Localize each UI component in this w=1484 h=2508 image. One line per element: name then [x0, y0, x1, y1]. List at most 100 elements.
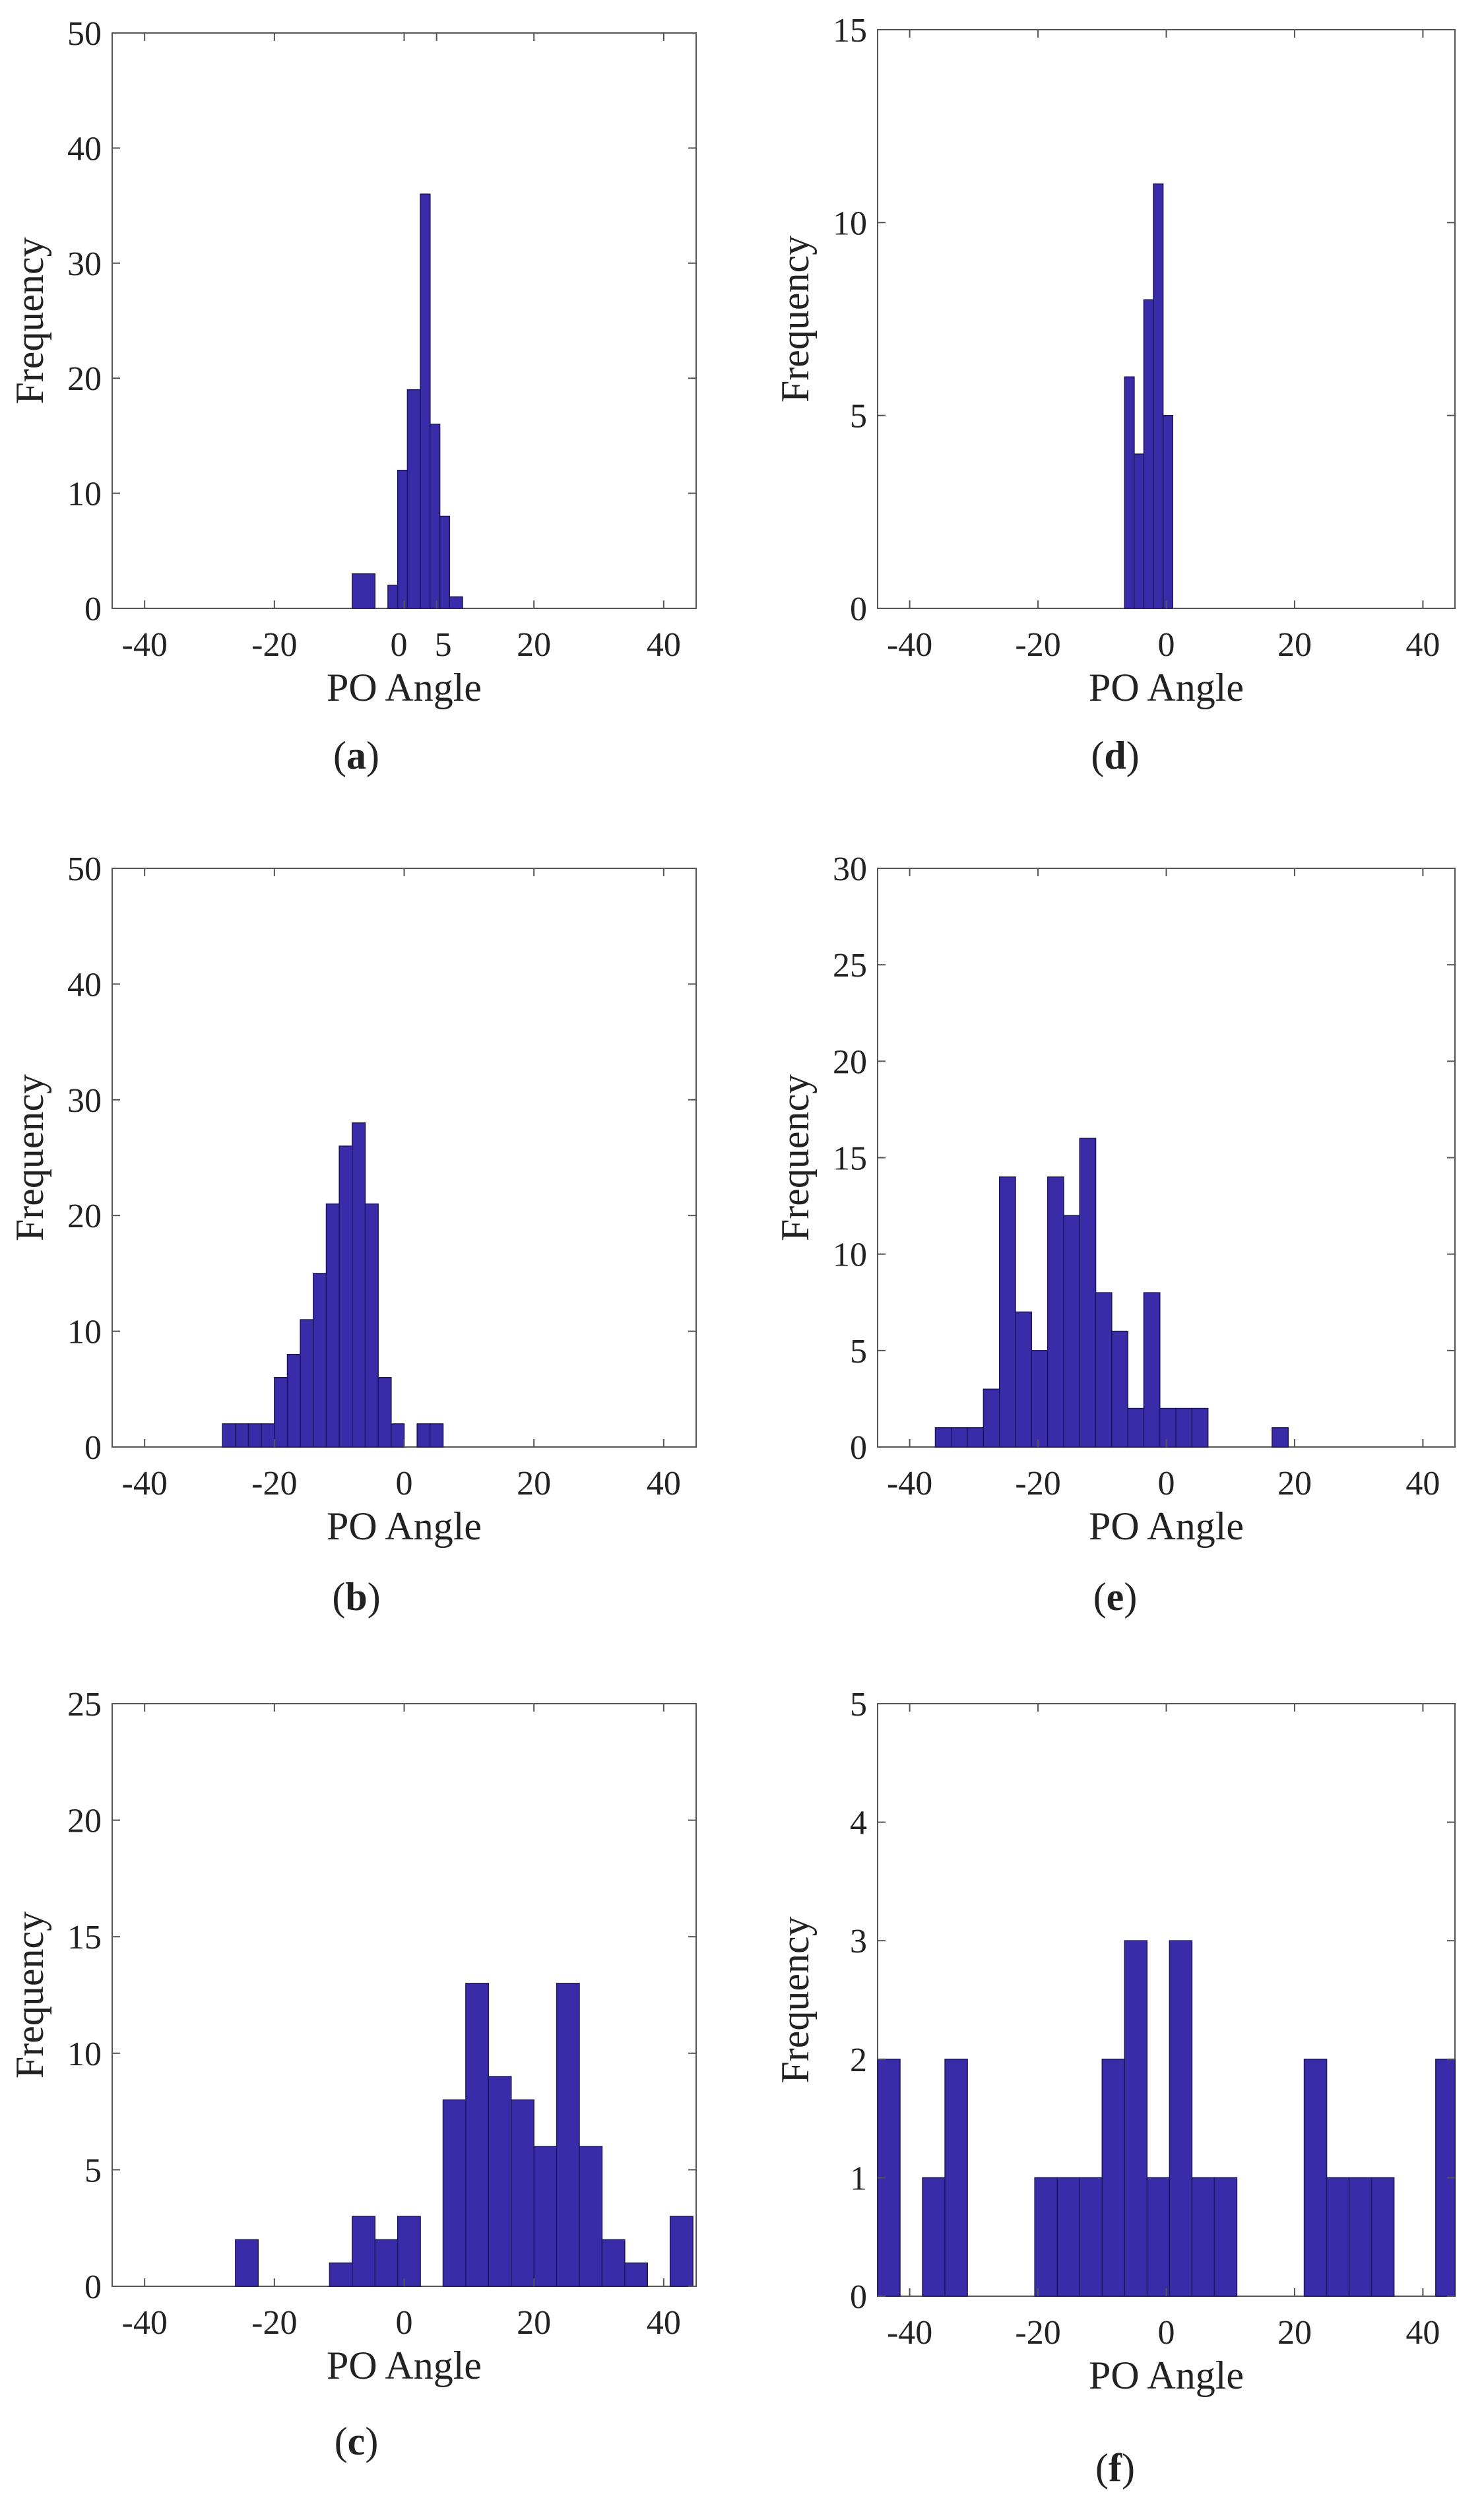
histogram-bar: [556, 1983, 580, 2287]
x-tick-label: 20: [517, 2304, 551, 2342]
y-axis-label: Frequency: [773, 1916, 817, 2083]
histogram-bar: [247, 1423, 262, 1448]
caption-letter: c: [348, 2420, 366, 2463]
histogram-bar: [1146, 2177, 1171, 2297]
y-tick-label: 0: [850, 2278, 867, 2316]
histogram-bar: [922, 2177, 946, 2297]
axes-box: [112, 868, 697, 1448]
x-tick-label: -20: [1015, 1465, 1060, 1502]
x-tick-label: -20: [251, 1465, 297, 1502]
histogram-bar: [329, 2262, 353, 2287]
histogram-bar: [1371, 2177, 1395, 2297]
x-tick-label: -40: [122, 2304, 168, 2342]
histogram-bar: [1063, 1215, 1081, 1448]
histogram-bar: [1056, 2177, 1080, 2297]
x-tick-label: -20: [1015, 626, 1060, 664]
caption-open-paren: (: [333, 734, 346, 777]
x-tick-label: -20: [1015, 2314, 1060, 2352]
histogram-bar: [1159, 1407, 1177, 1448]
histogram-bar: [235, 2239, 259, 2287]
y-tick-label: 0: [850, 591, 867, 628]
y-tick-label: 30: [67, 1082, 102, 1120]
x-tick-label: 40: [647, 1465, 681, 1502]
histogram-bar: [944, 2059, 968, 2297]
y-tick-label: 10: [67, 2036, 102, 2073]
y-tick-label: 5: [850, 398, 867, 435]
histogram-bar: [624, 2262, 648, 2287]
panel-caption: (f): [1095, 2446, 1135, 2490]
caption-letter: d: [1104, 734, 1126, 777]
y-tick-label: 1: [850, 2160, 867, 2197]
y-tick-label: 10: [67, 1314, 102, 1351]
caption-close-paren: ): [365, 2420, 378, 2463]
y-tick-label: 2: [850, 2042, 867, 2079]
x-axis-label: PO Angle: [1089, 1504, 1244, 1548]
y-tick-label: 40: [67, 130, 102, 168]
histogram-bar: [325, 1203, 340, 1448]
y-tick-label: 10: [833, 1237, 867, 1274]
panel-caption: (b): [332, 1575, 380, 1619]
x-tick-label: 0: [396, 1465, 413, 1502]
caption-open-paren: (: [332, 1575, 345, 1619]
histogram-bar: [439, 515, 451, 609]
x-axis-label: PO Angle: [327, 2344, 482, 2387]
histogram-bar: [1191, 2177, 1215, 2297]
y-axis-label: Frequency: [8, 1074, 51, 1241]
histogram-bar: [1124, 1940, 1148, 2297]
caption-open-paren: (: [1095, 2446, 1109, 2490]
x-tick-label: 20: [517, 626, 551, 664]
x-axis-label: PO Angle: [327, 666, 482, 709]
x-axis-label: PO Angle: [1089, 666, 1244, 709]
histogram-bar: [387, 585, 399, 609]
y-tick-label: 0: [84, 591, 102, 628]
histogram-bar: [1134, 453, 1145, 609]
y-axis-label: Frequency: [8, 1912, 51, 2078]
y-tick-label: 15: [67, 1919, 102, 1956]
histogram-bar: [313, 1273, 327, 1448]
x-tick-label: 0: [391, 626, 408, 664]
caption-open-paren: (: [335, 2420, 348, 2463]
histogram-bar: [934, 1427, 952, 1448]
histogram-bar: [1095, 1292, 1113, 1448]
histogram-bar: [391, 1423, 405, 1448]
histogram-panel-e: 0 5 10 15 20 25 30 -40 -20 0 20 40 PO Angle Frequency…: [773, 851, 1456, 1619]
histogram-bar: [1153, 183, 1164, 609]
histogram-bar: [364, 1203, 379, 1448]
x-axis-label: PO Angle: [327, 1504, 482, 1548]
y-tick-label: 20: [67, 1198, 102, 1235]
x-tick-label: -40: [887, 626, 932, 664]
y-tick-label: 25: [833, 947, 867, 984]
histogram-bar: [1031, 1350, 1048, 1448]
histogram-bar: [1079, 1138, 1097, 1448]
histogram-bar: [983, 1388, 1000, 1448]
histogram-bar: [261, 1423, 275, 1448]
y-tick-label: 0: [84, 1429, 102, 1467]
histogram-bar: [533, 2146, 558, 2287]
histogram-bar: [579, 2146, 603, 2287]
y-tick-label: 50: [67, 15, 102, 53]
histogram-bar: [967, 1427, 984, 1448]
y-tick-label: 30: [67, 245, 102, 283]
y-tick-label: 10: [833, 205, 867, 242]
y-tick-label: 10: [67, 476, 102, 513]
x-tick-label: 20: [1277, 626, 1312, 664]
y-axis-label: Frequency: [773, 236, 817, 402]
x-tick-label: 5: [435, 626, 452, 664]
y-tick-label: 0: [84, 2268, 102, 2306]
x-tick-label: 0: [1158, 1465, 1175, 1502]
histogram-bar: [416, 1423, 431, 1448]
caption-close-paren: ): [1122, 2446, 1135, 2490]
x-tick-label: 40: [647, 2304, 681, 2342]
histogram-bar: [998, 1176, 1016, 1448]
x-tick-label: 40: [1405, 1465, 1440, 1502]
y-axis-label: Frequency: [773, 1074, 817, 1241]
x-tick-label: -40: [122, 1465, 168, 1502]
histogram-panel-f: 0 1 2 3 4 5 -40 -20 0 20 40 PO Angle Frequency (f): [773, 1686, 1456, 2490]
histogram-bar: [374, 2239, 399, 2287]
panel-caption: (d): [1091, 734, 1139, 777]
y-tick-label: 30: [833, 851, 867, 888]
panel-caption: (a): [333, 734, 379, 777]
histogram-bar: [1143, 1292, 1161, 1448]
